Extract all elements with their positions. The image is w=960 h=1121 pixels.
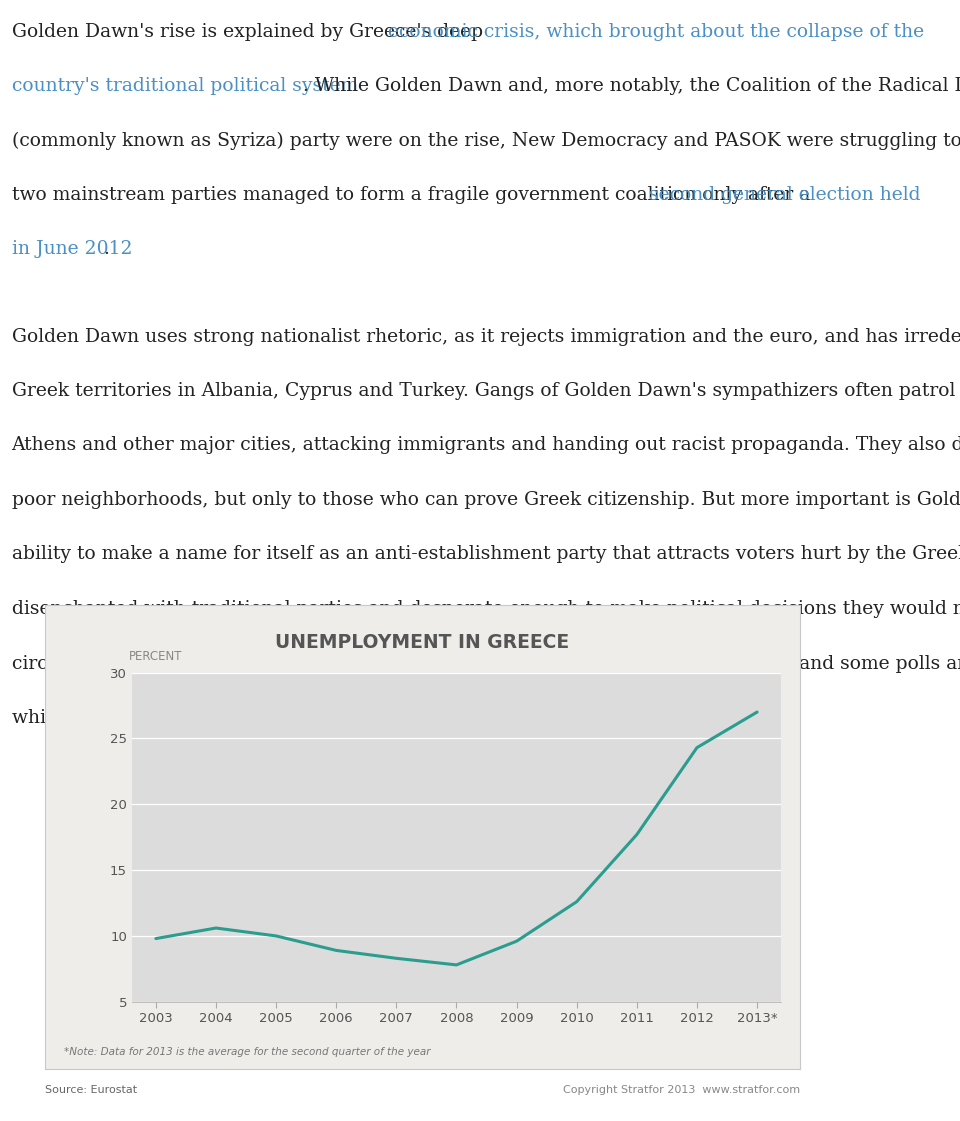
Text: Copyright Stratfor 2013  www.stratfor.com: Copyright Stratfor 2013 www.stratfor.com bbox=[563, 1085, 800, 1095]
Text: country's traditional political system: country's traditional political system bbox=[12, 77, 358, 95]
Text: second general election held: second general election held bbox=[649, 186, 921, 204]
Text: ability to make a name for itself as an anti-establishment party that attracts v: ability to make a name for itself as an … bbox=[12, 546, 960, 564]
Text: disenchanted with traditional parties and desperate enough to make political dec: disenchanted with traditional parties an… bbox=[12, 600, 960, 618]
Text: . While Golden Dawn and, more notably, the Coalition of the Radical Left: . While Golden Dawn and, more notably, t… bbox=[303, 77, 960, 95]
Text: in June 2012: in June 2012 bbox=[12, 241, 132, 259]
Text: Golden Dawn's rise is explained by Greece's deep: Golden Dawn's rise is explained by Greec… bbox=[12, 22, 489, 40]
Text: circumstances. Recent polls put support for this party at around 10 or 12 percen: circumstances. Recent polls put support … bbox=[12, 655, 960, 673]
Text: *Note: Data for 2013 is the average for the second quarter of the year: *Note: Data for 2013 is the average for … bbox=[64, 1047, 430, 1057]
Text: UNEMPLOYMENT IN GREECE: UNEMPLOYMENT IN GREECE bbox=[276, 633, 569, 652]
Text: Greek territories in Albania, Cyprus and Turkey. Gangs of Golden Dawn's sympathi: Greek territories in Albania, Cyprus and… bbox=[12, 382, 960, 400]
Text: Source: Eurostat: Source: Eurostat bbox=[45, 1085, 137, 1095]
Text: economic crisis, which brought about the collapse of the: economic crisis, which brought about the… bbox=[388, 22, 924, 40]
Text: poor neighborhoods, but only to those who can prove Greek citizenship. But more : poor neighborhoods, but only to those wh… bbox=[12, 491, 960, 509]
Text: .: . bbox=[104, 241, 109, 259]
Text: two mainstream parties managed to form a fragile government coalition only after: two mainstream parties managed to form a… bbox=[12, 186, 816, 204]
Text: (commonly known as Syriza) party were on the rise, New Democracy and PASOK were : (commonly known as Syriza) party were on… bbox=[12, 131, 960, 150]
Text: which would make it Greece's third-largest party.: which would make it Greece's third-large… bbox=[12, 708, 479, 726]
Text: Golden Dawn uses strong nationalist rhetoric, as it rejects immigration and the : Golden Dawn uses strong nationalist rhet… bbox=[12, 327, 960, 345]
Text: PERCENT: PERCENT bbox=[129, 650, 182, 663]
Text: Athens and other major cities, attacking immigrants and handing out racist propa: Athens and other major cities, attacking… bbox=[12, 436, 960, 454]
